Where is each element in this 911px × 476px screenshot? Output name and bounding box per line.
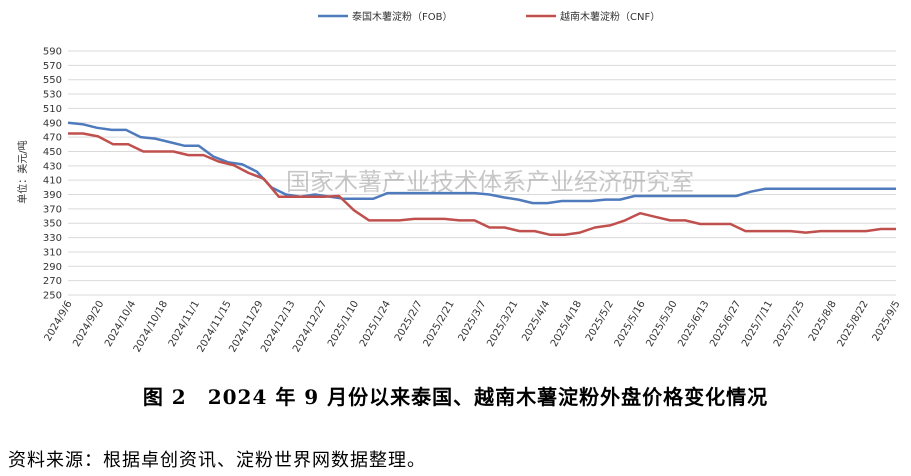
x-tick-label: 2025/7/25 [772,299,807,349]
legend-label-thailand: 泰国木薯淀粉（FOB） [352,10,452,23]
legend: 泰国木薯淀粉（FOB） 越南木薯淀粉（CNF） [318,10,660,23]
y-axis-label: 单位：美元/吨 [16,140,29,203]
legend-label-vietnam: 越南木薯淀粉（CNF） [560,10,660,23]
y-tick-label: 270 [43,276,62,287]
x-tick-label: 2024/11/1 [167,299,202,349]
y-tick-label: 450 [43,147,62,158]
x-tick-label: 2025/7/11 [740,299,775,349]
x-tick-label: 2025/9/5 [871,299,903,343]
y-tick-label: 250 [43,291,62,302]
y-tick-label: 290 [43,262,62,273]
x-tick-label: 2025/6/13 [676,299,711,349]
y-tick-label: 370 [43,204,62,215]
x-tick-label: 2025/8/22 [836,299,871,349]
y-tick-label: 310 [43,247,62,258]
series-line-thailand [67,121,896,205]
series-group [67,121,896,236]
y-tick-label: 550 [43,75,62,86]
x-tick-label: 2025/3/7 [457,299,489,343]
x-tick-label: 2024/10/4 [103,299,138,349]
y-tick-label: 430 [43,161,62,172]
x-tick-label: 2025/4/18 [549,299,584,349]
x-tick-label: 2025/1/24 [358,299,393,349]
figure-caption: 图 2 2024 年 9 月份以来泰国、越南木薯淀粉外盘价格变化情况 [142,385,769,409]
x-tick-label: 2025/5/2 [584,299,616,343]
y-tick-label: 470 [43,133,62,144]
x-tick-label: 2025/8/8 [807,299,839,343]
y-tick-label: 510 [43,104,62,115]
x-tick-label: 2025/2/21 [422,299,457,349]
x-tick-label: 2025/5/30 [645,299,680,349]
watermark: 国家木薯产业技术体系产业经济研究室 [286,168,694,196]
source-note: 资料来源：根据卓创资讯、淀粉世界网数据整理。 [8,450,426,471]
x-tick-label: 2025/3/21 [485,299,520,349]
line-chart: 250 270 290 310 330 350 370 390 410 430 450 470 490 5… [16,10,903,354]
y-tick-label: 530 [43,90,62,101]
series-line-vietnam [68,132,896,236]
x-tick-label: 2024/12/27 [291,299,329,354]
x-tick-label: 2024/9/6 [43,299,75,343]
x-tick-label: 2025/4/4 [520,299,552,343]
y-tick-label: 350 [43,219,62,230]
y-axis: 250 270 290 310 330 350 370 390 410 430 450 470 490 5… [43,47,62,302]
x-tick-label: 2025/5/16 [613,299,648,349]
x-tick-label: 2024/10/18 [132,299,170,354]
x-tick-label: 2025/6/27 [708,299,743,349]
y-tick-label: 490 [43,118,62,129]
y-tick-label: 410 [43,176,62,187]
y-tick-label: 390 [43,190,62,201]
x-tick-label: 2025/2/7 [393,299,425,343]
y-tick-label: 570 [43,61,62,72]
x-tick-label: 2025/1/10 [326,299,361,349]
y-tick-label: 330 [43,233,62,244]
y-tick-label: 590 [43,47,62,58]
x-tick-label: 2024/9/20 [71,299,106,349]
x-axis: 2024/9/62024/9/202024/10/42024/10/182024… [43,299,903,354]
